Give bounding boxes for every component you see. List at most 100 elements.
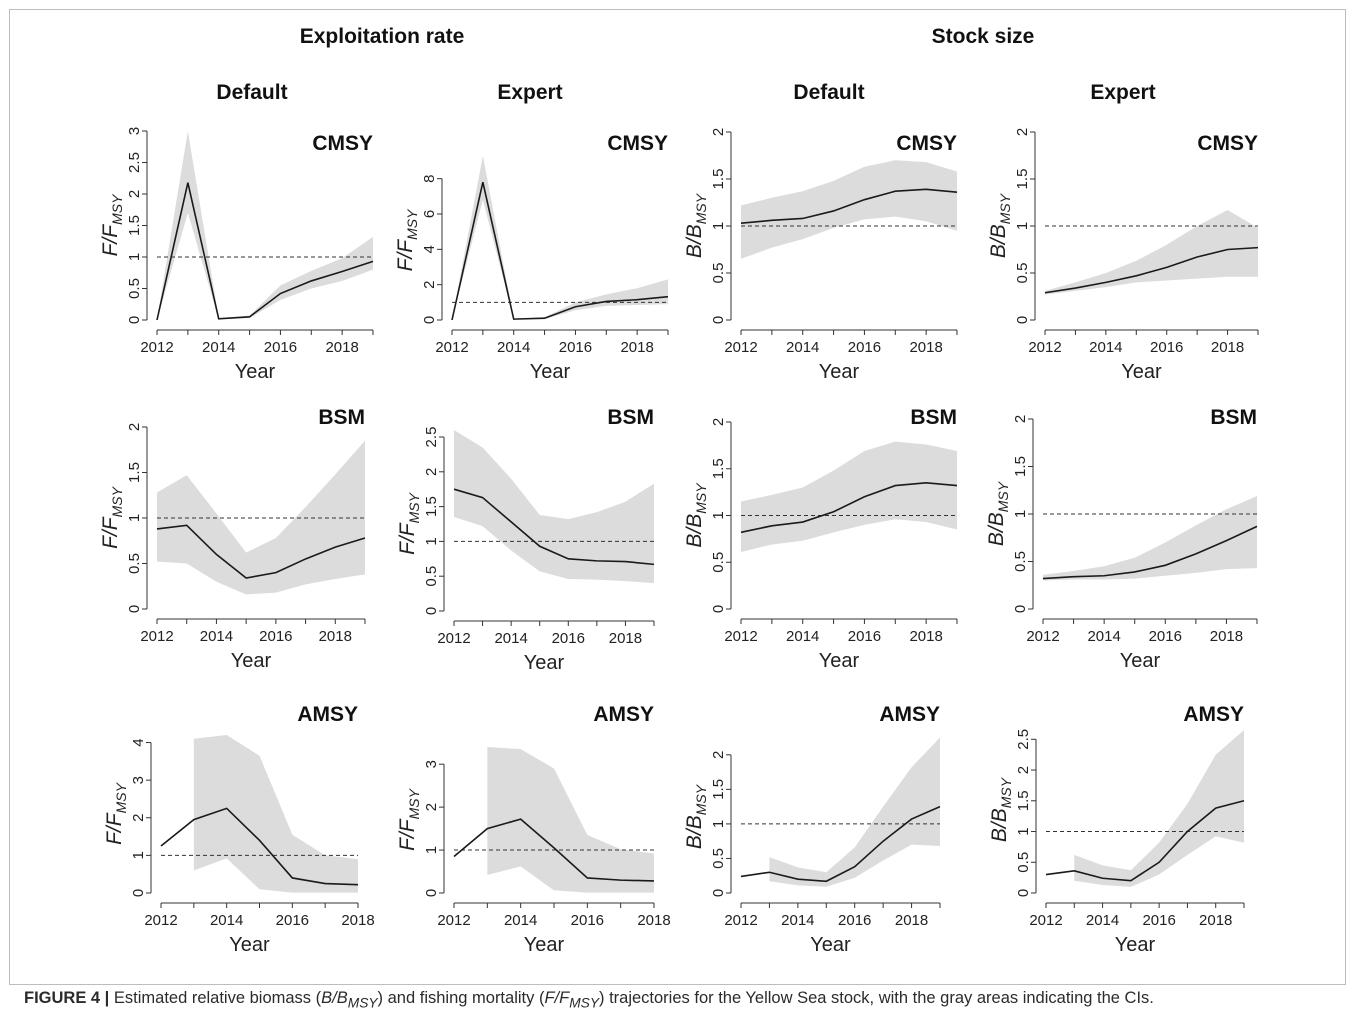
series-line <box>740 481 958 534</box>
x-tick-label: 2012 <box>1026 628 1059 645</box>
y-tick-label: 0.5 <box>126 278 143 299</box>
x-tick-label: 2018 <box>620 339 653 356</box>
method-label: CMSY <box>312 132 373 155</box>
y-tick-label: 3 <box>126 127 143 135</box>
x-tick-label: 2012 <box>1028 339 1061 356</box>
series-line <box>156 182 374 321</box>
panel-cmsy-default-f: 0 0.5 1 1.5 2 2.5 3 2012 2014 2016 2018 Year F/FMSY C… <box>99 127 374 383</box>
y-tick-label: 0.5 <box>710 848 727 869</box>
y-tick-label: 0 <box>710 889 727 897</box>
y-tick-label: 1.5 <box>1015 790 1032 811</box>
y-tick-label: 0 <box>423 889 440 897</box>
x-tick-label: 2014 <box>210 912 243 929</box>
group-header-exploitation-rate: Exploitation rate <box>300 25 465 48</box>
y-tick-label: 2 <box>1012 415 1029 423</box>
caption-text-1: Estimated relative biomass ( <box>113 989 322 1007</box>
column-header-default-exploitation: Default <box>216 81 287 104</box>
x-tick-label: 2018 <box>1210 628 1243 645</box>
x-tick-label: 2012 <box>437 912 470 929</box>
y-tick-label: 1.5 <box>710 779 727 800</box>
method-label: CMSY <box>607 132 668 155</box>
panel-amsy-expert-b: 0 0.5 1 1.5 2 2.5 2012 2014 2016 2018 Year B/BMSY AM… <box>988 703 1245 956</box>
y-axis-label: B/BMSY <box>987 192 1013 258</box>
x-tick-label: 2014 <box>200 628 233 645</box>
y-tick-label: 2 <box>1015 766 1032 774</box>
y-tick-label: 0 <box>421 316 438 324</box>
column-header-expert-exploitation: Expert <box>497 81 562 104</box>
x-tick-label: 2016 <box>264 339 297 356</box>
group-header-stock-size: Stock size <box>932 25 1035 48</box>
y-tick-label: 0 <box>423 607 440 615</box>
y-tick-label: 0.5 <box>1012 551 1029 572</box>
y-tick-label: 1 <box>710 820 727 828</box>
series-line <box>740 188 958 224</box>
y-tick-label: 2 <box>126 190 143 198</box>
y-tick-label: 0 <box>130 889 147 897</box>
x-axis-label: Year <box>524 934 565 956</box>
y-tick-label: 4 <box>130 738 147 746</box>
series-line <box>740 805 941 883</box>
method-label: BSM <box>607 406 654 429</box>
x-tick-label: 2016 <box>276 912 309 929</box>
x-tick-label: 2016 <box>1150 339 1183 356</box>
method-label: CMSY <box>1197 132 1258 155</box>
y-tick-label: 2 <box>423 803 440 811</box>
column-header-expert-stock: Expert <box>1090 81 1155 104</box>
y-tick-label: 1.5 <box>126 462 143 483</box>
y-tick-label: 0.5 <box>423 566 440 587</box>
y-tick-label: 2 <box>1014 128 1031 136</box>
panel-cmsy-expert-b: 0 0.5 1 1.5 2 2012 2014 2016 2018 Year B/BMSY CMSY <box>987 128 1259 383</box>
y-tick-label: 0 <box>126 316 143 324</box>
y-tick-label: 1.5 <box>1012 456 1029 477</box>
x-tick-label: 2016 <box>1142 912 1175 929</box>
x-tick-label: 2016 <box>1149 628 1182 645</box>
y-axis-label: B/BMSY <box>683 482 709 548</box>
y-tick-label: 2 <box>710 418 727 426</box>
y-tick-label: 1 <box>710 222 727 230</box>
x-axis-label: Year <box>1120 650 1161 672</box>
x-tick-label: 2014 <box>786 339 819 356</box>
panel-bsm-default-b: 0 0.5 1 1.5 2 2012 2014 2016 2018 Year B/BMSY BSM <box>683 406 958 672</box>
y-tick-label: 0.5 <box>1014 263 1031 284</box>
x-tick-label: 2014 <box>1089 339 1122 356</box>
panel-amsy-expert-f: 0 1 2 3 2012 2014 2016 2018 Year F/FMSY AMSY <box>396 703 671 956</box>
x-tick-label: 2012 <box>140 628 173 645</box>
y-tick-label: 1 <box>423 846 440 854</box>
series-line <box>451 182 669 321</box>
y-tick-label: 0 <box>126 605 143 613</box>
y-tick-label: 0.5 <box>710 263 727 284</box>
x-tick-label: 2012 <box>724 628 757 645</box>
method-label: AMSY <box>1183 703 1244 726</box>
y-tick-label: 1.5 <box>710 169 727 190</box>
y-tick-label: 1 <box>130 851 147 859</box>
x-axis-label: Year <box>819 361 860 383</box>
x-tick-label: 2016 <box>259 628 292 645</box>
y-axis-label: F/FMSY <box>394 208 420 272</box>
figure-caption: FIGURE 4 | Estimated relative biomass (B… <box>24 989 1344 1010</box>
y-axis-label: F/FMSY <box>396 787 422 851</box>
y-tick-label: 0 <box>710 605 727 613</box>
caption-text-2: ) and fishing mortality ( <box>377 989 545 1007</box>
x-tick-label: 2014 <box>494 630 527 647</box>
y-tick-label: 0 <box>1012 605 1029 613</box>
ci-band <box>1045 210 1258 295</box>
y-tick-label: 1 <box>710 511 727 519</box>
y-tick-label: 2.5 <box>1015 729 1032 750</box>
x-tick-label: 2018 <box>637 912 670 929</box>
caption-label: FIGURE 4 | <box>24 989 110 1007</box>
x-tick-label: 2016 <box>848 339 881 356</box>
panel-amsy-default-b: 0 0.5 1 1.5 2 2012 2014 2016 2018 Year B/BMSY AMSY <box>683 703 941 956</box>
method-label: AMSY <box>297 703 358 726</box>
series-line <box>1045 800 1245 882</box>
ci-band <box>769 737 940 887</box>
column-header-default-stock: Default <box>793 81 864 104</box>
figure-frame <box>9 9 1346 985</box>
ci-band <box>157 131 373 320</box>
panel-bsm-expert-b: 0 0.5 1 1.5 2 2012 2014 2016 2018 Year B/BMSY BSM <box>985 406 1258 672</box>
series-line <box>1042 525 1258 580</box>
panel-bsm-expert-f: 0 0.5 1 1.5 2 2.5 2012 2014 2016 2018 Year F/FMSY BS… <box>396 406 655 674</box>
y-tick-label: 2 <box>710 128 727 136</box>
caption-bbmsy-sub: MSY <box>347 995 378 1011</box>
x-tick-label: 2018 <box>319 628 352 645</box>
caption-ffmsy: F/F <box>544 989 570 1007</box>
